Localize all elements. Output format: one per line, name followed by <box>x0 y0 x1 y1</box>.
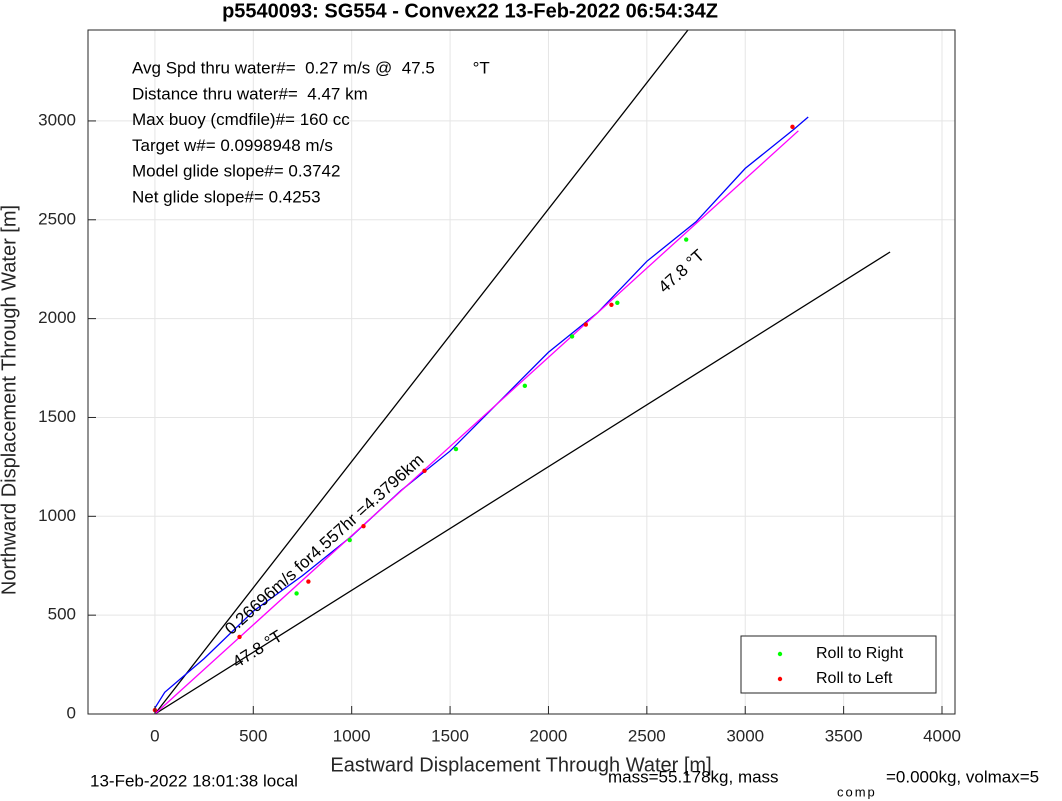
x-tick-label: 1500 <box>431 726 469 745</box>
info-line: Avg Spd thru water#= 0.27 m/s @ 47.5 °T <box>132 58 490 77</box>
legend-marker <box>777 651 783 657</box>
legend-marker <box>777 676 783 682</box>
roll-point <box>422 468 427 474</box>
y-tick-label: 2500 <box>38 209 76 228</box>
y-tick-label: 500 <box>48 605 76 624</box>
track-line <box>154 30 689 714</box>
legend-label: Roll to Right <box>816 645 904 662</box>
footer-mass: mass=55.178kg, mass <box>608 767 779 786</box>
y-tick-label: 1500 <box>38 407 76 426</box>
x-tick-label: 3000 <box>726 726 764 745</box>
chart-title: p5540093: SG554 - Convex22 13-Feb-2022 0… <box>222 0 718 22</box>
roll-point <box>453 446 459 452</box>
roll-point <box>361 523 366 529</box>
info-line: Target w#= 0.0998948 m/s <box>132 136 333 155</box>
info-line: Distance thru water#= 4.47 km <box>132 84 368 103</box>
roll-point <box>615 300 620 306</box>
x-tick-label: 0 <box>150 726 159 745</box>
footer-subscript: comp <box>837 784 877 799</box>
x-tick-label: 4000 <box>923 726 961 745</box>
footer-rest: =0.000kg, volmax=5 <box>886 767 1039 786</box>
roll-point <box>522 383 528 389</box>
x-tick-label: 2000 <box>530 726 568 745</box>
roll-point <box>306 579 311 584</box>
info-line: Net glide slope#= 0.4253 <box>132 187 321 206</box>
y-axis-label: Northward Displacement Through Water [m] <box>0 205 20 595</box>
info-line: Max buoy (cmdfile)#= 160 cc <box>132 110 350 129</box>
footer-time: 13-Feb-2022 18:01:38 local <box>90 771 298 790</box>
roll-point <box>347 537 352 543</box>
track-line <box>154 130 799 714</box>
x-tick-label: 500 <box>239 726 267 745</box>
plot-area <box>152 30 891 714</box>
y-tick-label: 1000 <box>38 506 76 525</box>
roll-point <box>609 302 614 307</box>
roll-point <box>569 334 575 339</box>
y-tick-label: 2000 <box>38 308 76 327</box>
roll-point <box>684 237 689 242</box>
x-axis-label: Eastward Displacement Through Water [m] <box>330 754 711 776</box>
x-tick-label: 2500 <box>628 726 666 745</box>
x-tick-label: 3500 <box>825 726 863 745</box>
axes-box <box>87 29 956 715</box>
info-line: Model glide slope#= 0.3742 <box>132 162 340 181</box>
roll-point <box>237 634 242 640</box>
x-tick-label: 1000 <box>333 726 371 745</box>
y-tick-label: 0 <box>67 703 76 722</box>
roll-point <box>583 322 589 327</box>
track-line <box>154 116 809 709</box>
track-line <box>154 251 891 714</box>
roll-point <box>294 591 299 596</box>
legend-label: Roll to Left <box>816 670 893 687</box>
y-tick-label: 3000 <box>38 110 76 129</box>
roll-point <box>790 124 795 130</box>
legend-box <box>740 635 937 694</box>
